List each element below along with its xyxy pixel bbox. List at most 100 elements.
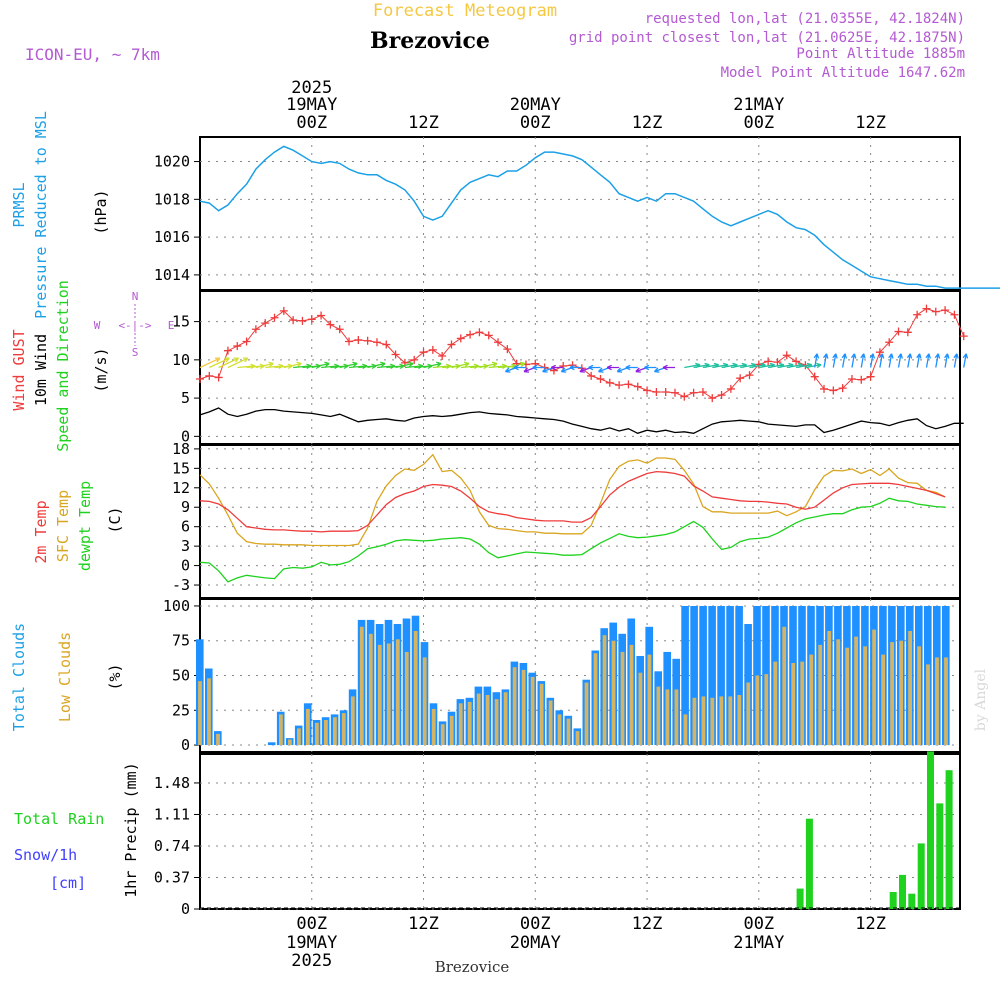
total-cloud-bar bbox=[726, 606, 734, 746]
total-cloud-bar bbox=[717, 606, 725, 746]
wind-unit: (m/s) bbox=[92, 347, 110, 392]
gust-marker bbox=[270, 313, 279, 322]
gust-marker bbox=[196, 374, 204, 383]
low-cloud-bar bbox=[279, 714, 283, 745]
gust-marker bbox=[903, 328, 912, 337]
gust-marker bbox=[708, 394, 717, 403]
wind-direction-arrow bbox=[841, 353, 848, 368]
ytick-label-5-4: 1.48 bbox=[154, 774, 190, 792]
wind-direction-arrow bbox=[916, 353, 922, 368]
low-cloud-bar bbox=[674, 689, 679, 745]
dewpt-label: dewpt Temp bbox=[76, 481, 94, 571]
gust-marker bbox=[298, 316, 307, 325]
ytick-label-4-2: 50 bbox=[172, 667, 190, 685]
top-hour-2: 00Z bbox=[520, 113, 551, 133]
low-cloud-bar bbox=[890, 642, 894, 745]
gust-marker bbox=[419, 348, 428, 357]
gust-marker bbox=[959, 332, 968, 341]
gust-marker bbox=[698, 387, 707, 396]
gust-marker bbox=[317, 311, 326, 320]
wind-direction-arrow bbox=[588, 364, 601, 371]
wind-direction-arrow bbox=[805, 362, 822, 369]
gust-marker bbox=[484, 331, 493, 340]
low-cloud-bar bbox=[485, 695, 490, 746]
wind-direction-arrow bbox=[944, 353, 950, 368]
gust-marker bbox=[680, 392, 689, 401]
point-altitude: Point Altitude 1885m bbox=[796, 46, 965, 62]
low-cloud-bar bbox=[737, 695, 742, 746]
ytick-label-3-4: 9 bbox=[181, 498, 190, 516]
low-cloud-bar bbox=[440, 724, 445, 746]
gust-marker bbox=[289, 316, 298, 325]
bottom-hour-2: 00Z bbox=[520, 914, 551, 934]
gust-marker bbox=[587, 371, 596, 380]
ytick-label-3-2: 3 bbox=[181, 537, 190, 555]
wind-direction-arrow bbox=[339, 361, 358, 369]
precip-bar bbox=[899, 874, 906, 909]
low-cloud-bar bbox=[207, 678, 211, 746]
wind-direction-arrow bbox=[897, 353, 903, 368]
dewpt-line bbox=[199, 497, 946, 583]
low-cloud-bar bbox=[926, 664, 930, 746]
gust-marker bbox=[345, 337, 354, 346]
gust-marker bbox=[223, 346, 232, 355]
temp-unit: (C) bbox=[106, 506, 124, 533]
wind-direction-arrow bbox=[625, 364, 638, 371]
wind-gust-label: Wind GUST bbox=[10, 329, 28, 410]
gust-marker bbox=[410, 355, 419, 364]
gust-marker bbox=[633, 382, 642, 391]
wind-direction-arrow bbox=[451, 361, 470, 369]
wind-direction-arrow bbox=[888, 353, 894, 368]
low-cloud-bar bbox=[665, 689, 670, 745]
gust-marker bbox=[428, 345, 437, 354]
ytick-label-4-3: 75 bbox=[172, 632, 190, 650]
gust-marker bbox=[764, 357, 773, 366]
model-label: ICON-EU, ~ 7km bbox=[25, 45, 160, 64]
top-hour-3: 12Z bbox=[632, 113, 663, 133]
footer-location: Brezovice bbox=[435, 958, 510, 976]
low-cloud-bar bbox=[944, 657, 948, 745]
wind-direction-arrow bbox=[860, 353, 866, 368]
ytick-label-1-3: 1020 bbox=[154, 153, 190, 171]
wind-direction-arrow bbox=[606, 364, 620, 371]
gust-marker bbox=[643, 386, 652, 395]
gust-marker bbox=[261, 319, 270, 328]
gust-marker bbox=[559, 361, 568, 370]
bottom-hour-5: 12Z bbox=[855, 914, 886, 934]
low-cloud-bar bbox=[872, 629, 876, 745]
gust-marker bbox=[857, 375, 866, 384]
precip-bar bbox=[908, 893, 916, 909]
low-cloud-bar bbox=[746, 682, 751, 746]
ytick-label-4-0: 0 bbox=[181, 736, 190, 754]
low-cloud-bar bbox=[288, 739, 292, 746]
low-cloud-bar bbox=[899, 640, 903, 745]
wind-direction-arrow bbox=[367, 361, 386, 369]
ytick-label-5-2: 0.74 bbox=[154, 837, 190, 855]
low-cloud-bar bbox=[827, 631, 832, 746]
low-cloud-bar bbox=[198, 681, 202, 746]
low-cloud-bar bbox=[413, 631, 418, 746]
ytick-label-2-0: 0 bbox=[181, 427, 190, 445]
gridpoint-coords: grid point closest lon,lat (21.0625E, 42… bbox=[569, 30, 965, 46]
wind-direction-arrow bbox=[878, 353, 885, 368]
compass-n: N bbox=[132, 290, 139, 303]
top-date-0: 19MAY bbox=[286, 95, 337, 115]
low-cloud-bar bbox=[629, 644, 634, 745]
low-cloud-bar bbox=[845, 647, 850, 746]
top-hour-1: 12Z bbox=[408, 113, 439, 133]
top-hour-0: 00Z bbox=[296, 113, 327, 133]
wind-direction-arrow bbox=[283, 361, 302, 369]
pressure-label-1: PRMSL bbox=[10, 182, 28, 227]
t2m-label: 2m Temp bbox=[32, 500, 50, 563]
gust-marker bbox=[447, 340, 456, 349]
top-date-2: 20MAY bbox=[510, 95, 561, 115]
wind-direction-arrow bbox=[513, 364, 526, 371]
ytick-label-5-0: 0 bbox=[181, 900, 190, 918]
ytick-label-4-4: 100 bbox=[163, 597, 190, 615]
low-cloud-bar bbox=[638, 672, 643, 745]
ytick-label-4-1: 25 bbox=[172, 701, 190, 719]
gust-marker bbox=[922, 304, 931, 313]
total-cloud-bar bbox=[681, 606, 689, 746]
low-cloud-bar bbox=[368, 633, 373, 746]
